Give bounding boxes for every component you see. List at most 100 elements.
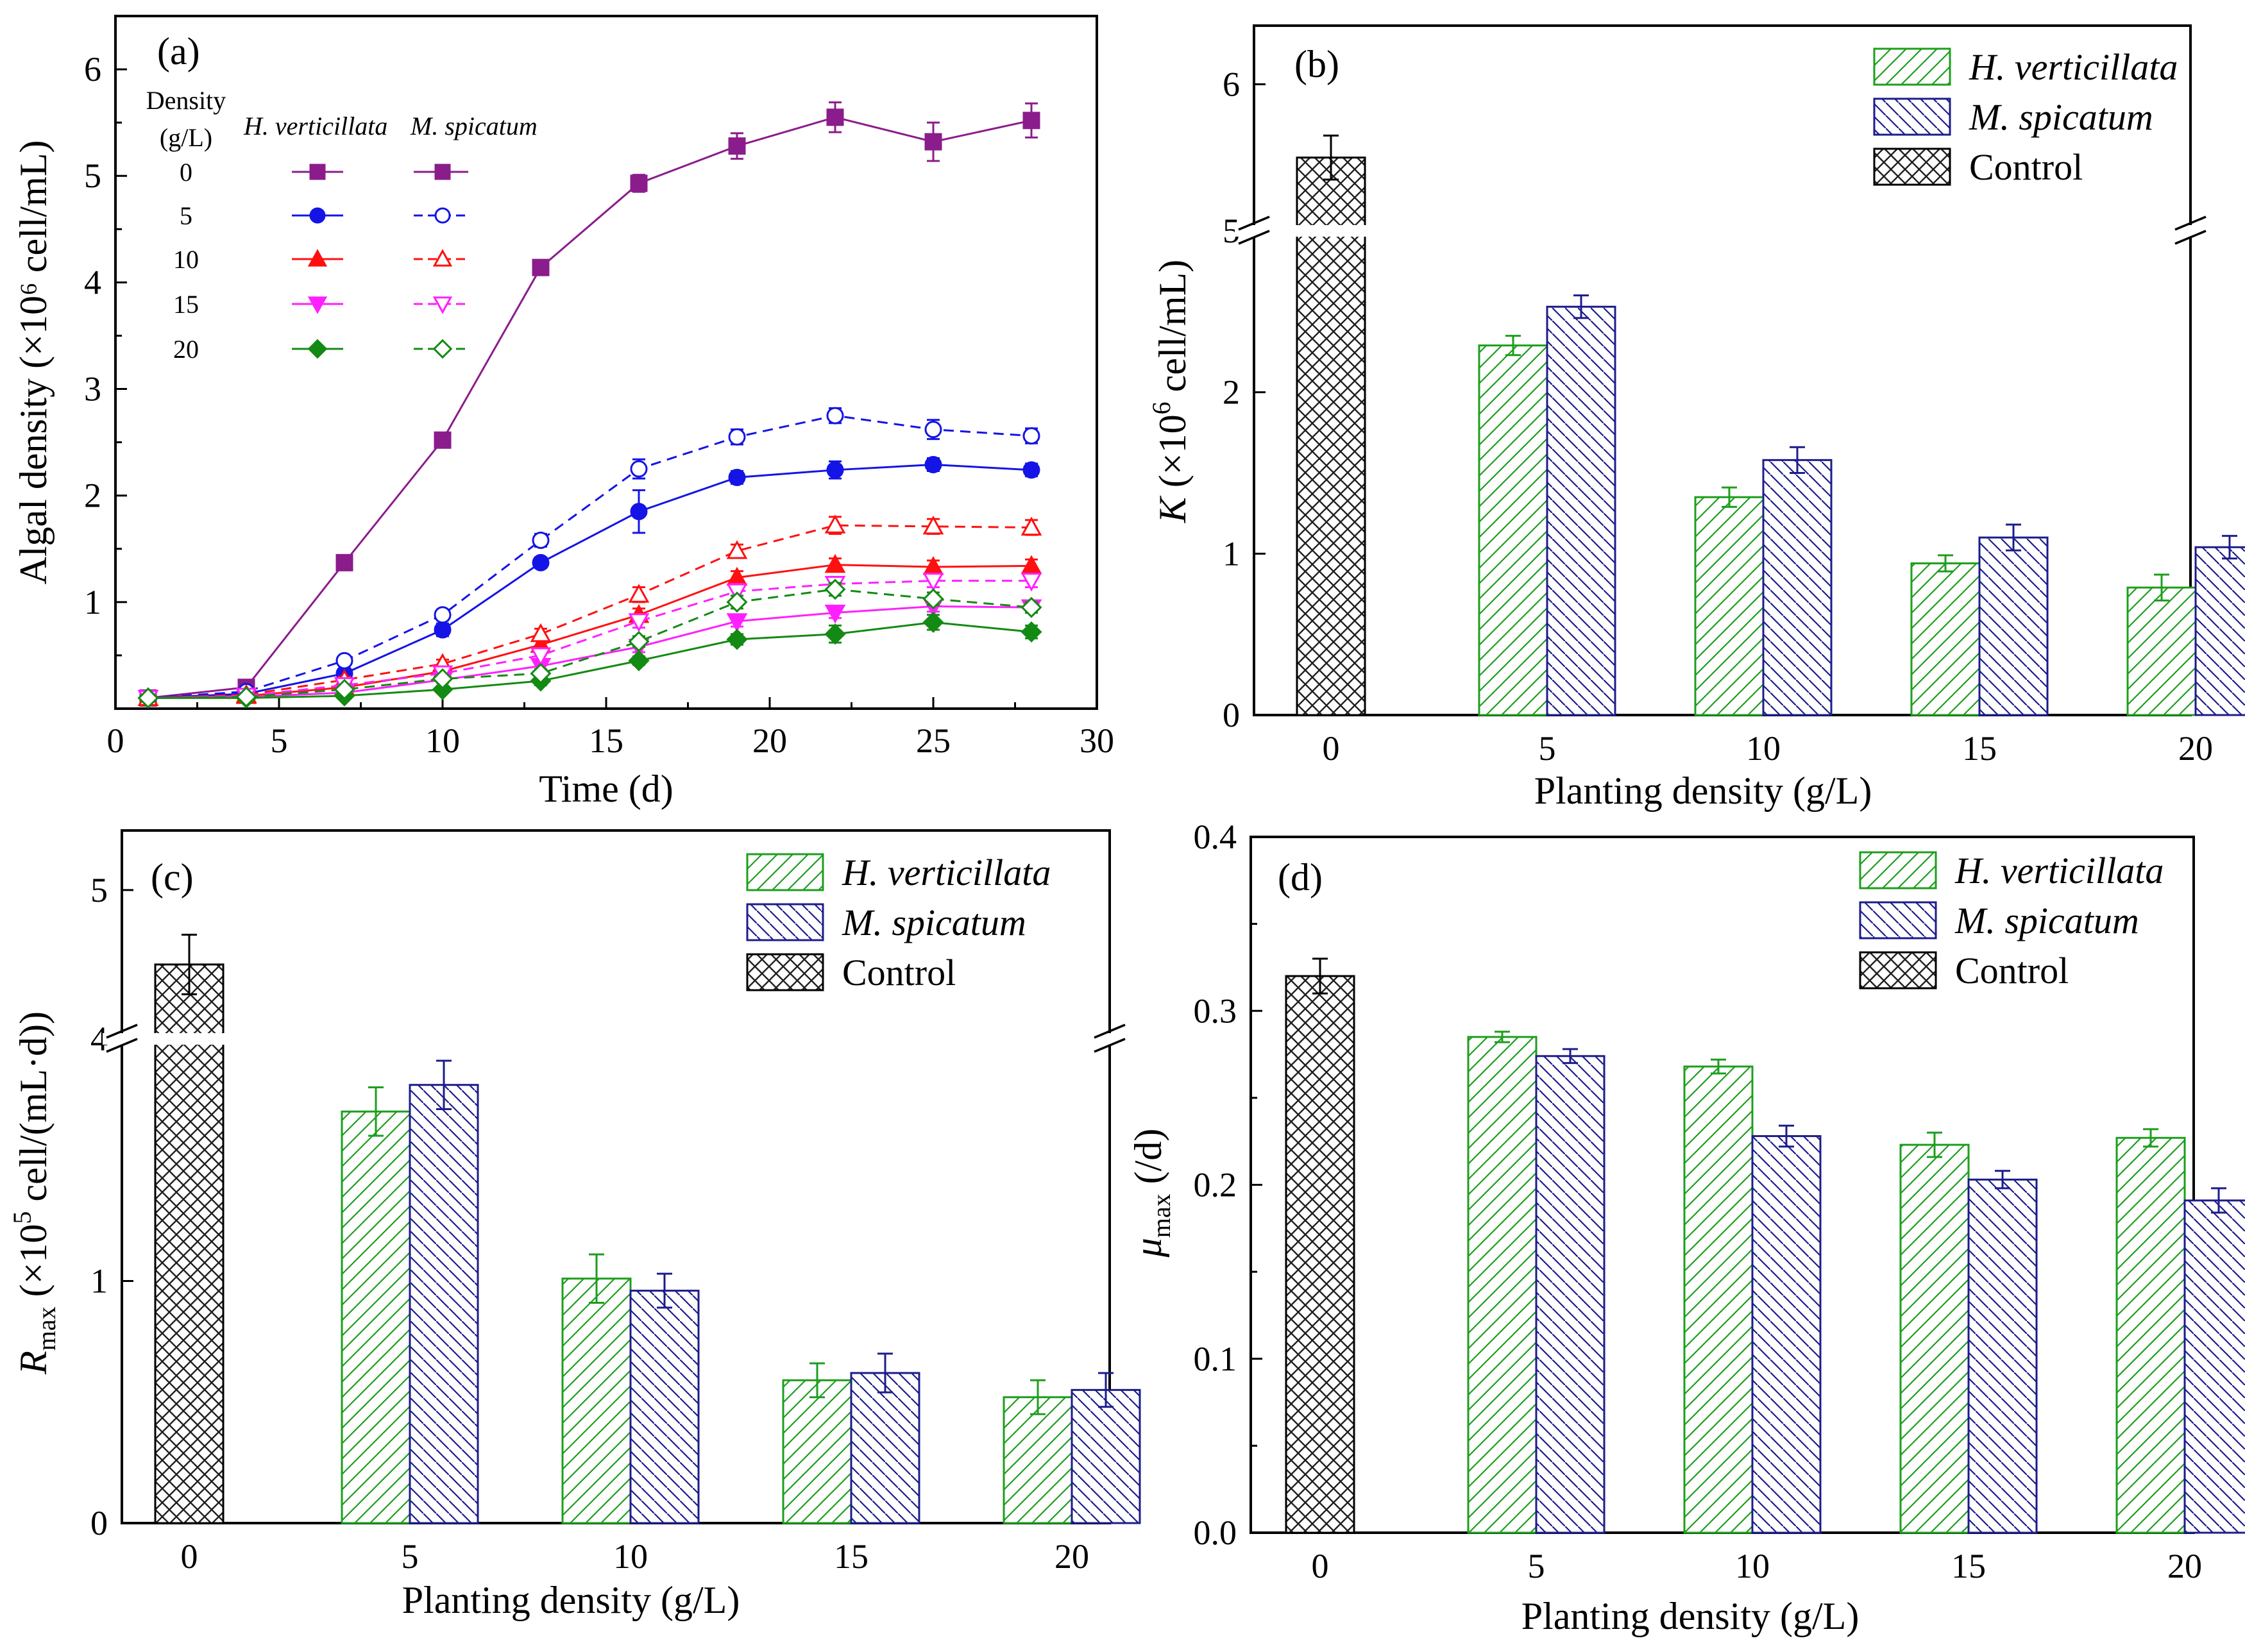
panel-b-legend-label: H. verticillata — [1969, 46, 2178, 88]
panel-b-x-tick-label: 0 — [1323, 729, 1340, 768]
panel-a-line-chart: (a) Time (d) Algal density (×10⁶ cell/mL… — [12, 15, 1114, 810]
panel-b-bar-control — [1296, 156, 1366, 716]
panel-d-x-tick-label: 10 — [1735, 1547, 1770, 1585]
panel-b-axis-break-mark — [2174, 215, 2207, 231]
panel-a-data-point — [1022, 461, 1040, 479]
panel-b-axis-break-mark — [1238, 215, 1270, 231]
panel-a-legend-marker-hv — [307, 296, 328, 314]
panel-a-legend-col-ms: M. spicatum — [410, 112, 538, 140]
panel-c-x-tick-label: 5 — [402, 1537, 419, 1576]
panel-a-legend-col-hv: H. verticillata — [243, 112, 387, 140]
panel-a-legend-marker-hv — [309, 164, 326, 180]
panel-a-label: (a) — [157, 30, 200, 72]
panel-a-data-point — [922, 611, 944, 633]
panel-d-bar-hv — [2115, 1136, 2186, 1534]
panel-a-y-tick-label: 3 — [84, 370, 101, 409]
panel-a-data-point — [826, 407, 844, 425]
panel-b-bar-ms — [1978, 536, 2049, 716]
panel-a-data-point — [1021, 621, 1042, 643]
panel-b-legend-label: M. spicatum — [1969, 96, 2153, 138]
panel-a-data-point — [628, 613, 650, 632]
panel-c-legend-swatch — [746, 953, 824, 991]
panel-a-data-point — [726, 628, 748, 650]
panel-a-data-point — [335, 553, 353, 571]
panel-a-data-point — [924, 421, 942, 439]
panel-a-x-tick-label: 5 — [271, 721, 288, 760]
panel-a-legend-density: 10 — [173, 245, 199, 274]
panel-a-legend-marker-hv — [307, 339, 328, 359]
panel-d-y-tick-label: 0.0 — [1194, 1513, 1237, 1552]
panel-b-y-axis-label: K (×106 cell/mL) — [1147, 260, 1194, 523]
panel-c-label: (c) — [151, 856, 194, 898]
panel-c-axis-break-mark — [1094, 1024, 1126, 1039]
panel-a-y-tick-label: 2 — [84, 476, 101, 515]
panel-a-data-point — [532, 531, 550, 549]
panel-b-legend-swatch — [1873, 148, 1951, 186]
panel-c-bar-ms — [409, 1084, 479, 1524]
panel-a-series-5-ms — [139, 407, 1040, 707]
panel-a-series-20-ms — [137, 578, 1042, 709]
panel-a-x-tick-label: 20 — [752, 721, 787, 760]
panel-d-legend-swatch — [1859, 951, 1937, 990]
panel-a-data-point — [335, 652, 353, 670]
panel-a-data-point — [628, 650, 650, 671]
panel-a-data-point — [628, 584, 650, 603]
panel-a-data-point — [726, 613, 748, 632]
panel-d-x-tick-label: 15 — [1951, 1547, 1986, 1585]
panel-a-series-line — [148, 621, 1032, 699]
panel-a-data-point — [824, 604, 846, 624]
panel-a-legend-header-2: (g/L) — [160, 123, 212, 152]
panel-a-data-point — [630, 503, 648, 521]
panel-a-data-point — [726, 540, 748, 559]
panel-c-bar-chart: (c) Planting density (g/L) Rmax (×105 ce… — [8, 829, 1141, 1621]
panel-a-data-point — [432, 678, 453, 700]
panel-a-data-point — [532, 553, 550, 571]
panel-d-label: (d) — [1278, 856, 1323, 898]
panel-a-data-point — [922, 588, 944, 610]
panel-b-axis-break-mark — [2174, 230, 2207, 245]
panel-b-bar-hv — [2126, 586, 2197, 716]
panel-a-data-point — [728, 428, 746, 446]
panel-a-data-point — [530, 623, 552, 643]
panel-b-y-tick-label: 6 — [1223, 65, 1240, 103]
panel-d-legend-label: Control — [1955, 950, 2069, 991]
panel-b-x-tick-label: 20 — [2178, 729, 2213, 768]
panel-b-x-tick-label: 10 — [1746, 729, 1781, 768]
panel-a-data-point — [334, 678, 355, 700]
panel-d-y-tick-label: 0.2 — [1194, 1166, 1237, 1204]
panel-a-data-point — [434, 621, 452, 639]
panel-a-data-point — [924, 456, 942, 474]
panel-a-data-point — [434, 431, 452, 449]
panel-b-y-tick-label: 0 — [1223, 696, 1240, 734]
panel-b-legend-swatch — [1873, 47, 1951, 86]
panel-a-legend-marker-ms — [434, 207, 451, 224]
panel-b-legend-label: Control — [1969, 146, 2083, 188]
panel-a-data-point — [1021, 573, 1042, 592]
panel-a-x-tick-label: 0 — [107, 721, 124, 760]
panel-c-axis-break-mark — [106, 1038, 138, 1053]
panel-a-data-point — [137, 687, 159, 709]
panel-d-x-tick-label: 0 — [1312, 1547, 1329, 1585]
panel-a-data-point — [532, 258, 550, 276]
panel-a-data-point — [1021, 596, 1042, 618]
panel-c-y-tick-label: 0 — [90, 1504, 108, 1542]
panel-c-bar-hv — [561, 1277, 632, 1524]
panel-b-bar-break-gap — [1296, 225, 1366, 237]
panel-a-data-point — [235, 686, 257, 708]
panel-d-bar-hv — [1467, 1036, 1538, 1534]
panel-a-series-line — [148, 116, 1032, 699]
panel-c-axis-break-mark — [1094, 1038, 1126, 1053]
panel-c-bar-break-gap — [154, 1033, 224, 1045]
panel-a-series-15-ms — [137, 573, 1042, 709]
panel-a-y-tick-label: 4 — [84, 263, 101, 301]
panel-a-y-tick-label: 6 — [84, 50, 101, 88]
panel-c-bar-ms — [1071, 1388, 1141, 1524]
panel-a-data-point — [630, 460, 648, 478]
panel-b-legend-swatch — [1873, 97, 1951, 136]
panel-a-y-tick-label: 5 — [84, 156, 101, 195]
panel-d-bar-ms — [1751, 1135, 1822, 1534]
panel-a-legend-marker-ms — [432, 339, 453, 359]
panel-c-legend-label: H. verticillata — [842, 852, 1051, 893]
panel-c-x-tick-label: 15 — [834, 1537, 868, 1576]
panel-a-legend-density: 15 — [173, 290, 199, 319]
